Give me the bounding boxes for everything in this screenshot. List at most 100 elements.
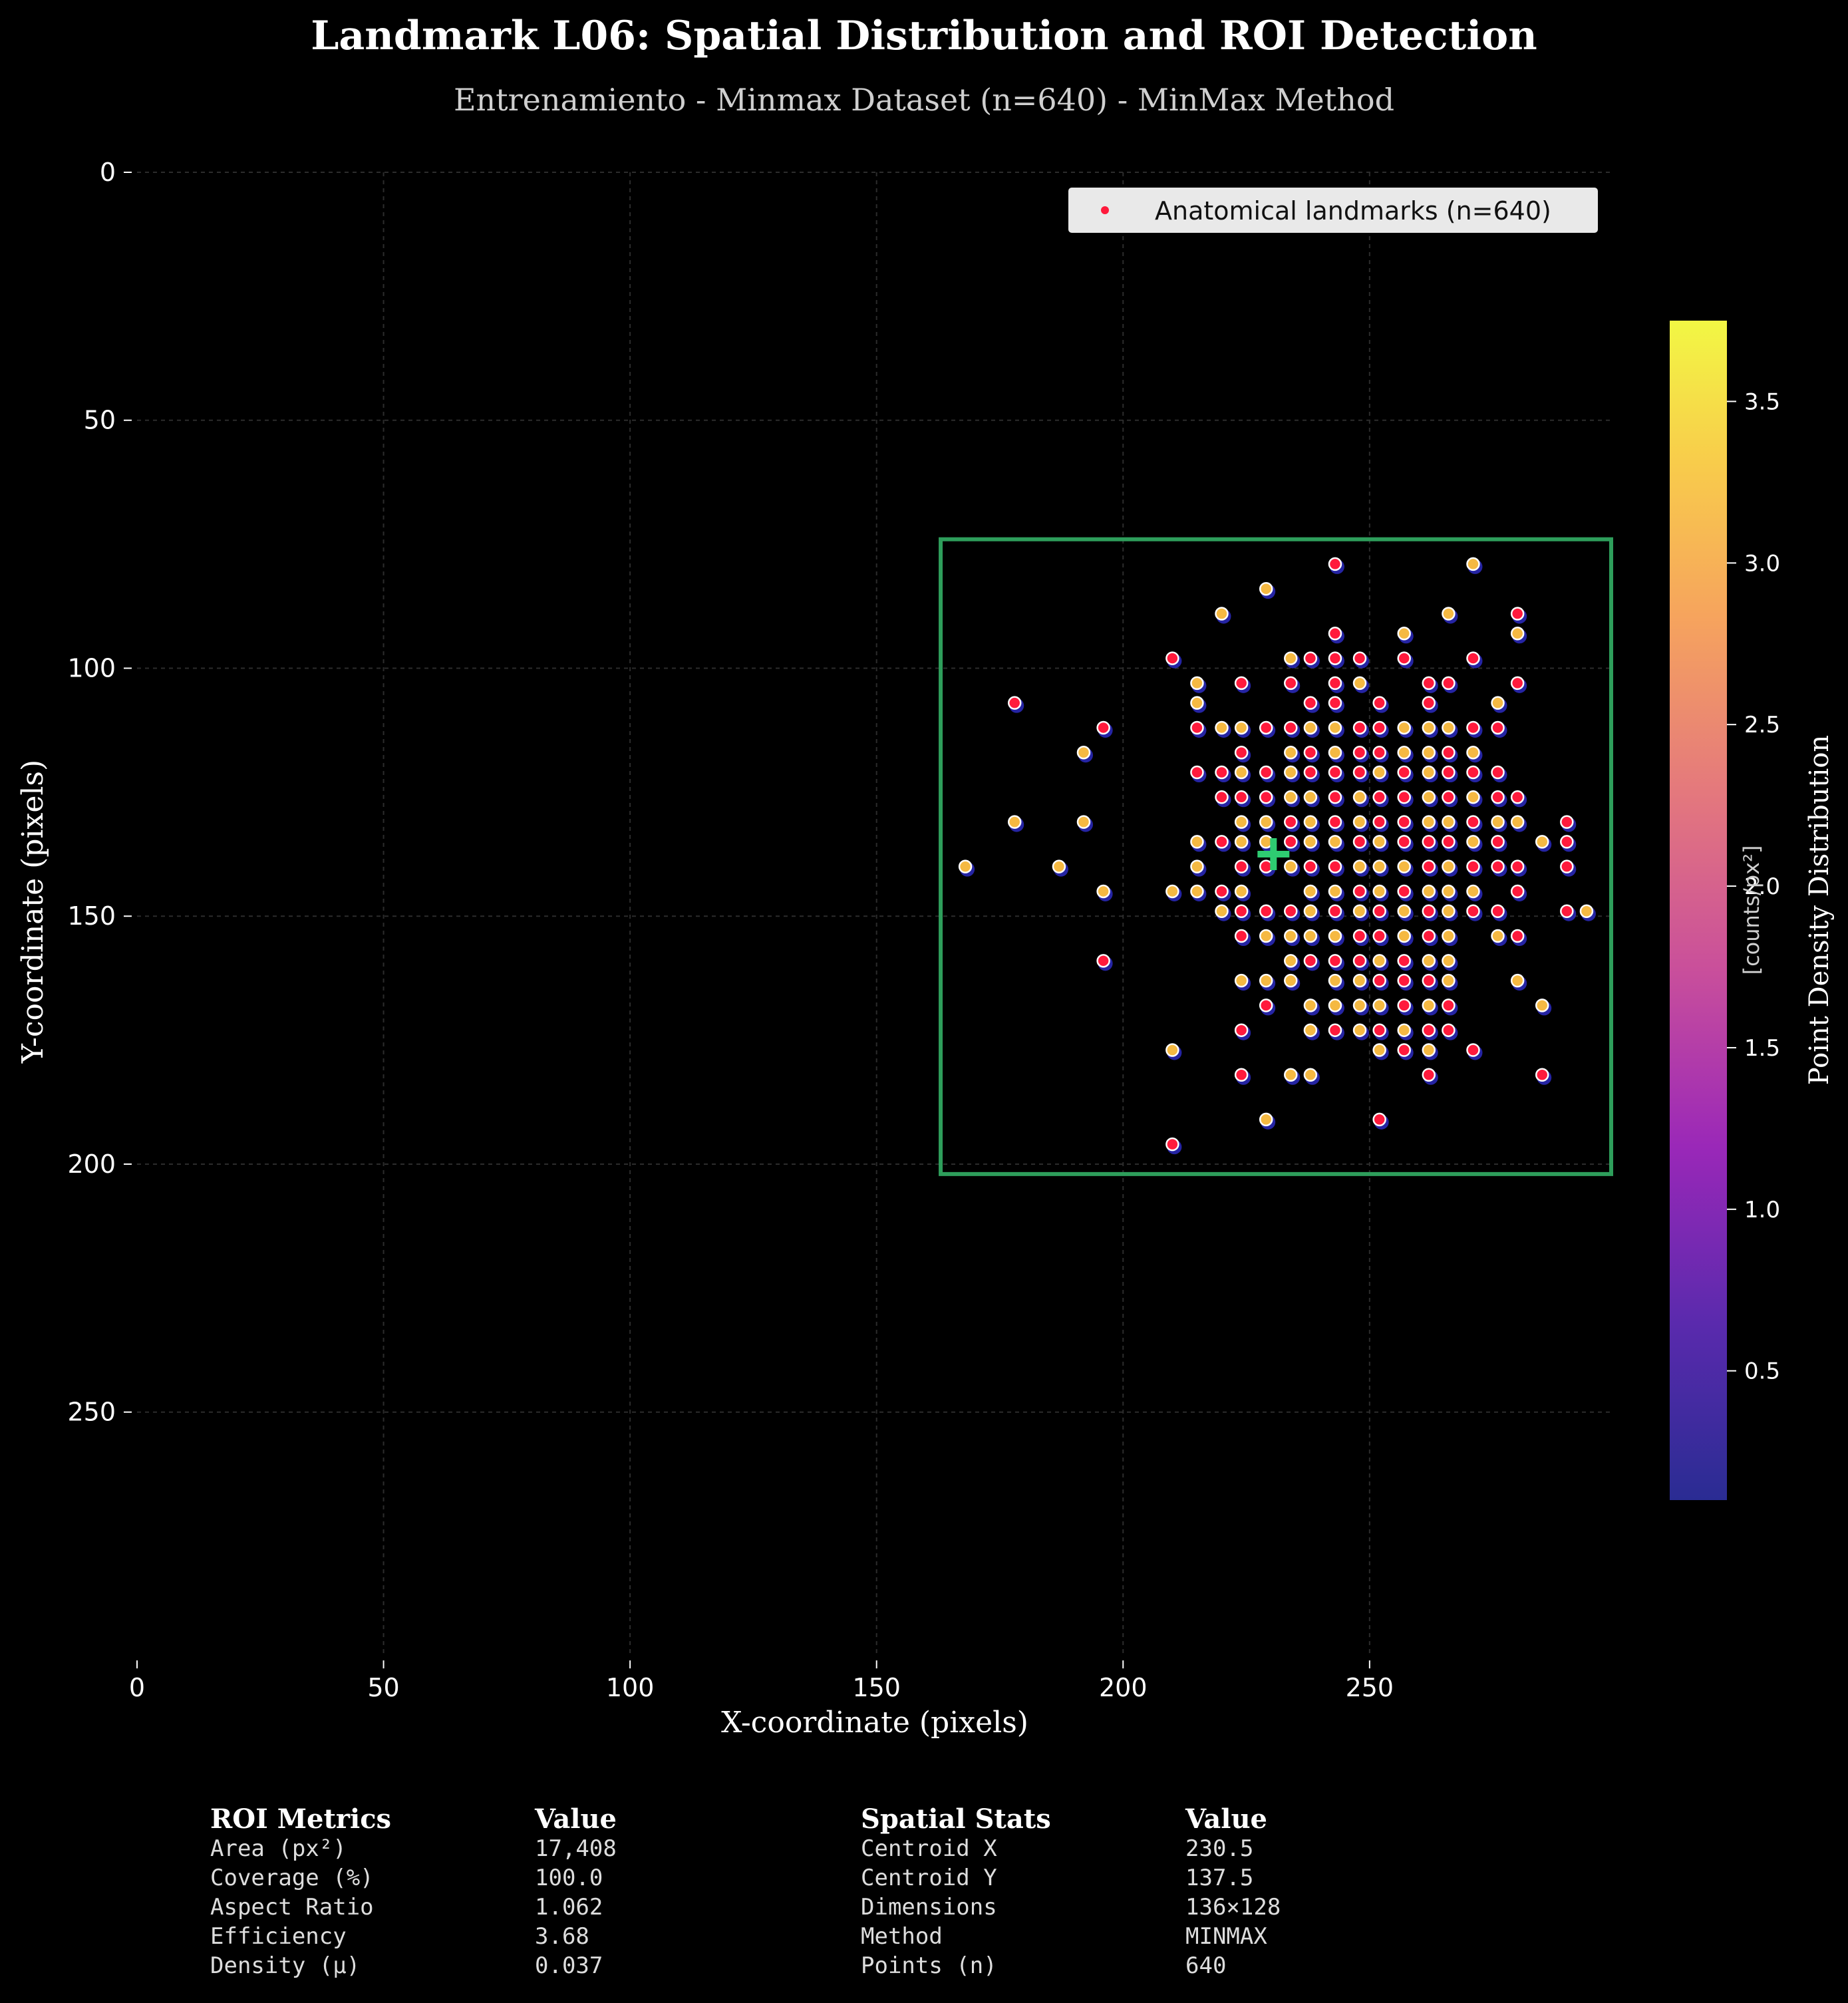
landmark-point <box>1234 765 1249 780</box>
colorbar-gradient <box>1670 321 1727 1500</box>
landmark-point <box>1372 696 1386 710</box>
landmark-point <box>1234 904 1249 919</box>
spatial-row-value: 640 <box>1185 1952 1226 1979</box>
landmark-point <box>1328 904 1342 919</box>
landmark-point <box>1328 676 1342 691</box>
landmark-point <box>1190 720 1204 735</box>
landmark-point <box>1076 745 1091 760</box>
colorbar-tick-label: 1.5 <box>1744 1035 1780 1062</box>
landmark-point <box>1442 1023 1456 1037</box>
spatial-row-label: Centroid Y <box>861 1865 997 1891</box>
landmark-point <box>1510 607 1525 621</box>
landmark-point <box>1397 1043 1411 1057</box>
roi-row-label: Aspect Ratio <box>210 1894 374 1921</box>
landmark-point <box>1352 954 1367 968</box>
y-tick-label: 250 <box>67 1398 116 1427</box>
landmark-point <box>1466 884 1480 899</box>
landmark-point <box>1234 973 1249 988</box>
landmark-point <box>1352 720 1367 735</box>
x-tick-label: 0 <box>129 1673 145 1702</box>
landmark-point <box>1284 745 1298 760</box>
landmark-point <box>1510 859 1525 873</box>
landmark-point <box>1215 835 1229 849</box>
landmark-point <box>1466 859 1480 873</box>
roi-row-value: 1.062 <box>535 1894 603 1921</box>
landmark-point <box>1422 1023 1436 1037</box>
colorbar-label: Point Density Distribution <box>1804 735 1835 1085</box>
landmark-point <box>1442 790 1456 804</box>
landmark-point <box>1215 607 1229 621</box>
landmark-point <box>958 859 973 873</box>
landmark-point <box>1510 676 1525 691</box>
landmark-point <box>1560 835 1574 849</box>
landmark-point <box>1466 745 1480 760</box>
landmark-point <box>1215 904 1229 919</box>
landmark-point <box>1234 859 1249 873</box>
landmark-point <box>1284 790 1298 804</box>
colorbar-ticks: 0.5 1.0 1.5 2.0 2.5 3.0 3.5 <box>1727 388 1780 1385</box>
landmark-point <box>1397 815 1411 829</box>
y-tick-label: 0 <box>100 158 116 187</box>
landmark-point <box>1234 745 1249 760</box>
landmark-point <box>1352 973 1367 988</box>
landmark-point <box>1234 790 1249 804</box>
landmark-point <box>1284 676 1298 691</box>
landmark-point <box>1259 720 1273 735</box>
landmark-point <box>1560 859 1574 873</box>
landmark-point <box>1422 765 1436 780</box>
roi-row-label: Efficiency <box>210 1923 347 1950</box>
landmark-point <box>1328 884 1342 899</box>
landmark-point <box>1328 859 1342 873</box>
landmark-point <box>1397 884 1411 899</box>
x-tick-label: 100 <box>606 1673 655 1702</box>
chart-subtitle: Entrenamiento - Minmax Dataset (n=640) -… <box>454 82 1394 118</box>
landmark-point <box>1442 929 1456 943</box>
landmark-point <box>1303 884 1318 899</box>
landmark-point <box>1579 904 1594 919</box>
landmark-point <box>1303 929 1318 943</box>
roi-rectangle <box>939 537 1613 1176</box>
landmark-point <box>1422 676 1436 691</box>
landmark-point <box>1372 1112 1386 1127</box>
spatial-stats-header: Spatial Stats <box>861 1803 1051 1835</box>
landmark-point <box>1442 859 1456 873</box>
landmark-point <box>1165 884 1179 899</box>
landmark-point <box>1284 835 1298 849</box>
landmark-point <box>1259 765 1273 780</box>
landmark-point <box>1190 859 1204 873</box>
landmark-point <box>1466 904 1480 919</box>
landmark-point <box>1442 954 1456 968</box>
colorbar-tick-label: 2.5 <box>1744 712 1780 738</box>
landmark-point <box>1442 904 1456 919</box>
landmark-point <box>1352 884 1367 899</box>
landmark-point <box>1303 765 1318 780</box>
colorbar-tick-label: 3.5 <box>1744 388 1780 415</box>
landmark-point <box>1234 676 1249 691</box>
landmark-point <box>1007 815 1022 829</box>
landmark-point <box>1234 815 1249 829</box>
landmark-point <box>1422 929 1436 943</box>
landmark-point <box>1352 815 1367 829</box>
roi-row-value: 17,408 <box>535 1835 617 1862</box>
landmark-point <box>1372 790 1386 804</box>
landmark-point <box>1442 676 1456 691</box>
landmark-point <box>1328 929 1342 943</box>
landmark-point <box>1372 904 1386 919</box>
landmark-point <box>1442 745 1456 760</box>
landmark-point <box>1466 835 1480 849</box>
landmark-point <box>1397 954 1411 968</box>
roi-row-label: Area (px²) <box>210 1835 347 1862</box>
spatial-stats-table: Spatial Stats Value Centroid X 230.5 Cen… <box>861 1803 1281 1979</box>
landmark-point <box>1372 745 1386 760</box>
landmark-point <box>1397 651 1411 665</box>
landmark-point <box>1190 765 1204 780</box>
landmark-point <box>1259 929 1273 943</box>
landmark-point <box>1372 884 1386 899</box>
landmark-point <box>1397 627 1411 641</box>
spatial-row-label: Centroid X <box>861 1835 997 1862</box>
landmark-point <box>1284 859 1298 873</box>
landmark-point <box>1466 790 1480 804</box>
landmark-point <box>1491 790 1505 804</box>
landmark-point <box>1303 720 1318 735</box>
landmark-point <box>1328 815 1342 829</box>
